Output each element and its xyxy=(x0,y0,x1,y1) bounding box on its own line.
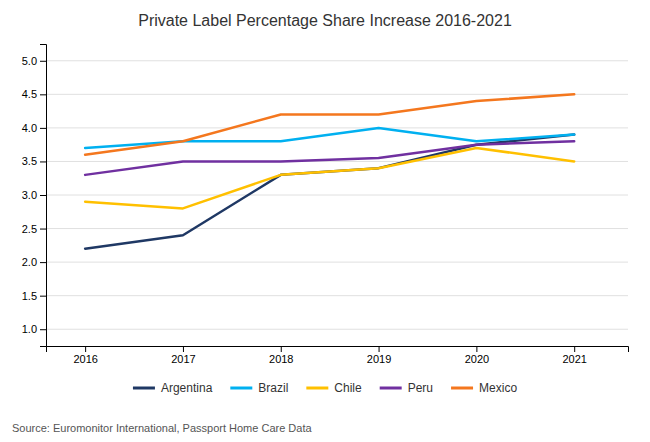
y-tick: 4.5 xyxy=(22,88,46,100)
legend-label: Peru xyxy=(408,381,433,395)
lines xyxy=(85,94,574,248)
y-tick: 1.0 xyxy=(22,323,46,335)
y-tick-label: 5.0 xyxy=(22,55,37,67)
legend-item: Chile xyxy=(306,381,362,395)
grid-line xyxy=(46,161,628,162)
x-axis-line xyxy=(47,347,629,353)
grid-line xyxy=(46,127,628,128)
y-tick-mark xyxy=(40,195,46,196)
y-tick: 2.5 xyxy=(22,223,46,235)
y-tick-mark xyxy=(40,296,46,297)
legend-label: Argentina xyxy=(161,381,213,395)
y-tick-label: 2.5 xyxy=(22,223,37,235)
x-tick-mark xyxy=(574,346,575,352)
y-tick: 5.0 xyxy=(22,55,46,67)
x-tick-label: 2017 xyxy=(171,353,195,365)
x-tick-label: 2019 xyxy=(367,353,391,365)
grid-line xyxy=(46,94,628,95)
y-tick-label: 2.0 xyxy=(22,256,37,268)
x-tick-label: 2021 xyxy=(562,353,586,365)
y-tick: 3.0 xyxy=(22,189,46,201)
x-axis: 2016 2017 2018 2019 2020 2021 xyxy=(47,346,629,365)
y-tick-mark xyxy=(40,61,46,62)
legend-swatch xyxy=(230,387,252,390)
legend-swatch xyxy=(380,387,402,390)
x-tick: 2019 xyxy=(367,346,391,365)
y-axis-line xyxy=(40,45,47,347)
title: Private Label Percentage Share Increase … xyxy=(138,12,512,29)
grid-line xyxy=(46,60,628,61)
y-tick-label: 4.0 xyxy=(22,122,37,134)
y-tick: 2.0 xyxy=(22,256,46,268)
legend: Argentina Brazil Chile Peru Mexico xyxy=(133,381,517,395)
legend-item: Brazil xyxy=(230,381,288,395)
y-tick: 3.5 xyxy=(22,155,46,167)
x-tick-mark xyxy=(281,346,282,352)
legend-label: Chile xyxy=(334,381,362,395)
chart: 2016 2017 2018 2019 2020 2021 1.0 1.5 2.0 2.5 3.0 3… xyxy=(0,0,650,442)
annotation: Source: Euromonitor International, Passp… xyxy=(12,422,312,434)
x-tick-mark xyxy=(85,346,86,352)
grid-line xyxy=(46,262,628,263)
x-tick: 2021 xyxy=(562,346,586,365)
x-tick-mark xyxy=(476,346,477,352)
series-line xyxy=(85,135,574,249)
x-tick: 2020 xyxy=(465,346,489,365)
y-tick-mark xyxy=(40,329,46,330)
y-tick-mark xyxy=(40,161,46,162)
series-line xyxy=(85,141,574,175)
x-tick: 2018 xyxy=(269,346,293,365)
y-tick-label: 3.0 xyxy=(22,189,37,201)
legend-swatch xyxy=(133,387,155,390)
x-tick: 2017 xyxy=(171,346,195,365)
y-tick-label: 1.0 xyxy=(22,323,37,335)
x-tick-label: 2018 xyxy=(269,353,293,365)
y-tick: 4.0 xyxy=(22,122,46,134)
legend-label: Mexico xyxy=(479,381,517,395)
plot: 2016 2017 2018 2019 2020 2021 1.0 1.5 2.0 2.5 3.0 3… xyxy=(22,45,629,365)
legend-item: Peru xyxy=(380,381,433,395)
series-line xyxy=(85,148,574,208)
y-tick-mark xyxy=(40,262,46,263)
legend-item: Argentina xyxy=(133,381,213,395)
legend-swatch xyxy=(451,387,473,390)
grid-line xyxy=(46,195,628,196)
series-line xyxy=(85,94,574,154)
y-tick: 1.5 xyxy=(22,290,46,302)
y-tick-label: 4.5 xyxy=(22,88,37,100)
chart-container: 2016 2017 2018 2019 2020 2021 1.0 1.5 2.0 2.5 3.0 3… xyxy=(0,0,650,442)
y-tick-mark xyxy=(40,128,46,129)
legend-item: Mexico xyxy=(451,381,517,395)
y-tick-mark xyxy=(40,229,46,230)
x-tick-mark xyxy=(379,346,380,352)
y-tick-mark xyxy=(40,94,46,95)
grid-line xyxy=(46,228,628,229)
x-tick-label: 2016 xyxy=(73,353,97,365)
y-tick-label: 1.5 xyxy=(22,290,37,302)
legend-swatch xyxy=(306,387,328,390)
y-axis: 1.0 1.5 2.0 2.5 3.0 3.5 4.0 4.5 5.0 xyxy=(22,45,47,347)
x-tick: 2016 xyxy=(73,346,97,365)
grid-line xyxy=(46,329,628,330)
grid xyxy=(46,61,628,329)
y-tick-label: 3.5 xyxy=(22,155,37,167)
legend-label: Brazil xyxy=(258,381,288,395)
x-tick-label: 2020 xyxy=(465,353,489,365)
x-tick-mark xyxy=(183,346,184,352)
grid-line xyxy=(46,295,628,296)
